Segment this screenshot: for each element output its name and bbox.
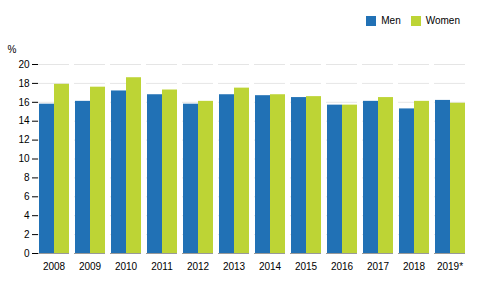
svg-text:4: 4 bbox=[24, 210, 30, 221]
svg-text:2: 2 bbox=[24, 229, 30, 240]
svg-text:2013: 2013 bbox=[223, 261, 246, 272]
svg-text:2012: 2012 bbox=[187, 261, 210, 272]
html-text:Men: Men bbox=[381, 15, 401, 26]
svg-text:20: 20 bbox=[18, 59, 30, 70]
svg-text:14: 14 bbox=[18, 115, 30, 126]
svg-text:6: 6 bbox=[24, 191, 30, 202]
svg-text:2009: 2009 bbox=[79, 261, 102, 272]
svg-text:12: 12 bbox=[18, 134, 30, 145]
svg-text:2019*: 2019* bbox=[437, 261, 463, 272]
svg-text:2018: 2018 bbox=[403, 261, 426, 272]
svg-text:%: % bbox=[8, 44, 17, 55]
svg-text:18: 18 bbox=[18, 78, 30, 89]
svg-text:2016: 2016 bbox=[331, 261, 354, 272]
svg-text:2010: 2010 bbox=[115, 261, 138, 272]
svg-text:10: 10 bbox=[18, 153, 30, 164]
svg-text:2008: 2008 bbox=[43, 261, 66, 272]
svg-text:0: 0 bbox=[24, 248, 30, 259]
svg-text:2015: 2015 bbox=[295, 261, 318, 272]
svg-text:2014: 2014 bbox=[259, 261, 282, 272]
svg-text:8: 8 bbox=[24, 172, 30, 183]
svg-text:2017: 2017 bbox=[367, 261, 390, 272]
svg-text:16: 16 bbox=[18, 97, 30, 108]
html-text:Women: Women bbox=[425, 15, 460, 26]
svg-text:2011: 2011 bbox=[151, 261, 173, 272]
